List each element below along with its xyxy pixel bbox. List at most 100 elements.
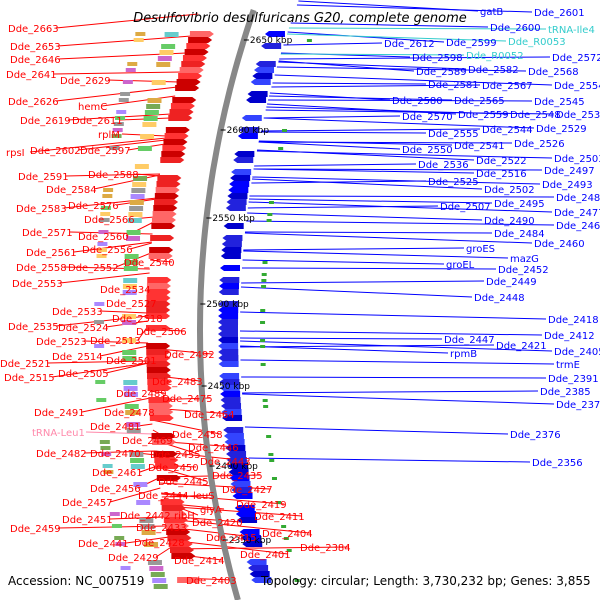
forward-gene-arrow xyxy=(166,529,191,535)
left-gene-label: Dde_2560 xyxy=(78,232,129,243)
reverse-gene-arrow xyxy=(220,253,241,259)
connector-line xyxy=(83,450,156,454)
right-gene-label: gatB xyxy=(480,7,503,18)
connector-line xyxy=(268,99,533,102)
annotation-block xyxy=(126,236,141,241)
genome-backbone xyxy=(196,9,257,600)
annotation-block xyxy=(101,452,112,456)
right-gene-label: Dde_2460 xyxy=(534,239,585,250)
connector-line xyxy=(101,95,176,107)
left-gene-label: Dde_2481 xyxy=(90,422,141,433)
right-gene-label: Dde_2559 xyxy=(458,110,509,121)
annotation-tick xyxy=(260,321,266,324)
reverse-gene-arrow xyxy=(221,247,242,253)
left-gene-label: Dde_2540 xyxy=(124,258,175,269)
reverse-gene-arrow xyxy=(220,265,241,271)
annotation-block xyxy=(113,122,124,126)
left-gene-label: Dde_2456 xyxy=(90,484,141,495)
forward-gene-arrow xyxy=(155,187,180,193)
left-gene-label: Dde_2469 xyxy=(122,436,173,447)
right-gene-label: Dde_R0052 xyxy=(466,51,524,62)
forward-gene-arrow xyxy=(177,577,202,583)
forward-gene-arrow xyxy=(170,103,195,109)
connector-line xyxy=(93,174,160,190)
annotation-block xyxy=(153,584,168,589)
left-gene-label: Dde_2464 xyxy=(184,410,235,421)
annotation-tick xyxy=(260,339,266,342)
connector-line xyxy=(244,426,509,435)
reverse-gene-arrow xyxy=(218,307,239,313)
right-gene-label: Dde_2572 xyxy=(552,53,600,64)
left-gene-label: Dde_2443 xyxy=(200,457,251,468)
annotation-block xyxy=(100,446,111,450)
left-gene-label: leuS xyxy=(193,491,215,502)
connector-line xyxy=(251,180,427,184)
left-gene-label: Dde_2455 xyxy=(150,450,201,461)
forward-gene-arrow xyxy=(147,379,172,385)
left-gene-label: Dde_2404 xyxy=(262,529,313,540)
forward-gene-arrow xyxy=(146,349,171,355)
connector-line xyxy=(83,340,149,344)
annotation-tick xyxy=(260,345,266,348)
annotation-block xyxy=(128,212,143,217)
right-gene-label: Dde_2485 xyxy=(556,193,600,204)
right-gene-label: Dde_2467 xyxy=(556,221,600,232)
left-gene-label: Dde_2583 xyxy=(16,204,67,215)
left-gene-label: Dde_2401 xyxy=(240,550,291,561)
forward-gene-arrow xyxy=(182,55,207,61)
forward-gene-arrow xyxy=(163,139,188,145)
annotation-block xyxy=(133,482,148,487)
forward-gene-arrow xyxy=(162,511,187,517)
annotation-block xyxy=(115,116,126,120)
forward-gene-arrow xyxy=(146,289,171,295)
kbp-label: 2400 kbp xyxy=(215,462,258,472)
right-gene-label: rpmB xyxy=(450,349,477,360)
annotation-block xyxy=(129,206,144,211)
connector-line xyxy=(253,168,543,171)
annotation-block xyxy=(96,254,107,258)
annotation-block xyxy=(116,110,127,114)
right-gene-label: Dde_2522 xyxy=(476,156,527,167)
right-gene-label: Dde_2570 xyxy=(402,112,453,123)
connector-line xyxy=(274,74,553,86)
right-gene-label: Dde_2503 xyxy=(554,154,600,165)
left-gene-label: glyA xyxy=(200,505,222,516)
connector-line xyxy=(286,33,507,42)
left-gene-label: Dde_2441 xyxy=(78,539,129,550)
connector-line xyxy=(272,82,427,85)
reverse-gene-arrow xyxy=(229,181,250,187)
annotation-block xyxy=(126,428,141,433)
annotation-tick xyxy=(269,459,275,462)
annotation-block xyxy=(122,80,133,84)
connector-line xyxy=(81,397,151,413)
forward-gene-arrow xyxy=(161,505,186,511)
right-gene-label: Dde_2550 xyxy=(402,145,453,156)
annotation-block xyxy=(129,200,144,205)
connector-line xyxy=(109,487,161,503)
right-gene-label: Dde_2545 xyxy=(534,97,585,108)
right-gene-label: Dde_2554 xyxy=(554,81,600,92)
right-gene-label: Dde_2581 xyxy=(428,80,479,91)
forward-gene-arrow xyxy=(186,43,211,49)
right-gene-label: Dde_2495 xyxy=(494,199,545,210)
right-gene-label: Dde_2497 xyxy=(544,166,595,177)
reverse-gene-arrow xyxy=(225,445,246,451)
forward-gene-arrow xyxy=(175,85,200,91)
left-gene-label: Dde_2558 xyxy=(16,263,67,274)
forward-gene-arrow xyxy=(188,37,213,43)
annotation-block xyxy=(136,500,151,505)
left-gene-label: Dde_2433 xyxy=(136,523,187,534)
reverse-gene-arrow xyxy=(255,61,276,67)
connector-line xyxy=(263,117,535,129)
left-gene-label: Dde_2435 xyxy=(212,471,263,482)
annotation-block xyxy=(130,194,145,199)
connector-line xyxy=(252,176,541,185)
forward-gene-arrow xyxy=(146,295,171,301)
connector-line xyxy=(242,390,539,394)
forward-gene-arrow xyxy=(160,499,185,505)
forward-gene-arrow xyxy=(178,73,203,79)
right-gene-label: Dde_2598 xyxy=(412,53,463,64)
reverse-gene-arrow xyxy=(219,385,240,391)
connector-line xyxy=(245,231,493,234)
reverse-gene-arrow xyxy=(219,283,240,289)
